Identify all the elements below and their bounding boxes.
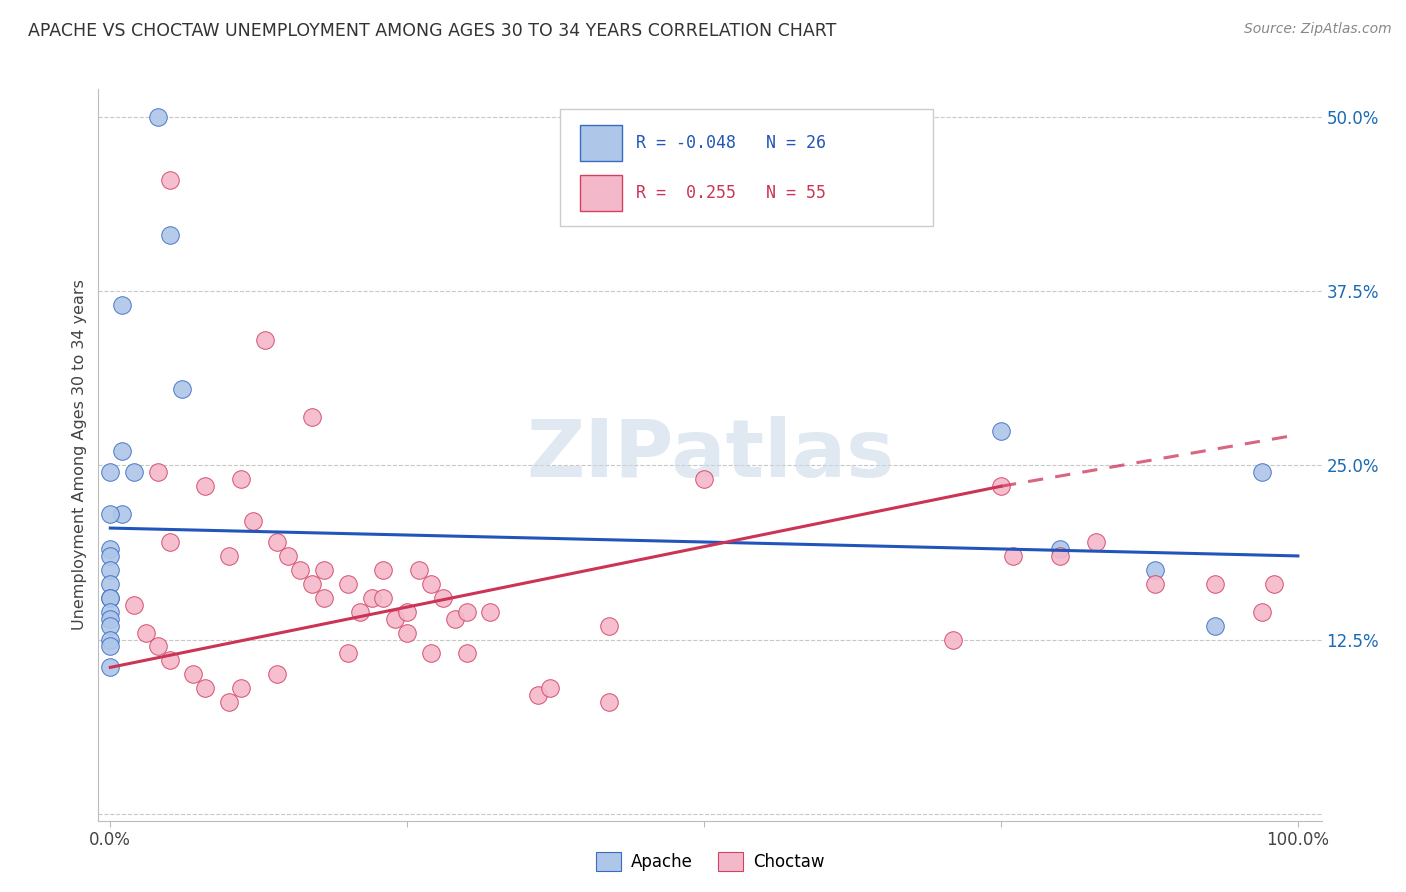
Point <box>693 472 716 486</box>
Text: R =  0.255   N = 55: R = 0.255 N = 55 <box>637 184 827 202</box>
Point <box>98 632 121 647</box>
Point <box>538 681 561 696</box>
Point <box>373 563 395 577</box>
Point <box>98 612 121 626</box>
Point <box>598 695 620 709</box>
Point <box>98 466 121 480</box>
Point <box>290 563 312 577</box>
Point <box>111 298 134 312</box>
Point <box>98 507 121 521</box>
Point <box>159 228 181 243</box>
Point <box>253 333 276 347</box>
Point <box>218 695 240 709</box>
Point <box>98 660 121 674</box>
Point <box>420 576 443 591</box>
Point <box>122 598 145 612</box>
Point <box>396 625 419 640</box>
Point <box>312 591 335 605</box>
Point <box>1049 549 1071 563</box>
Point <box>229 681 252 696</box>
Point <box>942 632 965 647</box>
Point <box>456 605 478 619</box>
Point <box>122 466 145 480</box>
Point <box>420 647 443 661</box>
Point <box>98 563 121 577</box>
Point <box>98 605 121 619</box>
Point <box>159 173 181 187</box>
Point <box>183 667 205 681</box>
Legend: Apache, Choctaw: Apache, Choctaw <box>589 846 831 878</box>
Point <box>146 466 169 480</box>
Point <box>384 612 406 626</box>
Point <box>598 618 620 632</box>
Point <box>146 110 169 124</box>
Point <box>159 535 181 549</box>
Point <box>218 549 240 563</box>
Point <box>443 612 465 626</box>
Point <box>479 605 502 619</box>
Point <box>990 424 1012 438</box>
Point <box>266 535 288 549</box>
Text: R = -0.048   N = 26: R = -0.048 N = 26 <box>637 134 827 152</box>
Point <box>146 640 169 654</box>
Point <box>194 479 217 493</box>
Point <box>349 605 371 619</box>
Y-axis label: Unemployment Among Ages 30 to 34 years: Unemployment Among Ages 30 to 34 years <box>72 279 87 631</box>
Point <box>194 681 217 696</box>
Point <box>159 653 181 667</box>
Point <box>396 605 419 619</box>
Point <box>277 549 299 563</box>
Point <box>229 472 252 486</box>
Point <box>98 576 121 591</box>
Point <box>98 541 121 556</box>
Point <box>98 591 121 605</box>
Point <box>111 507 134 521</box>
Point <box>336 576 359 591</box>
Point <box>1263 576 1285 591</box>
Point <box>301 409 323 424</box>
Text: Source: ZipAtlas.com: Source: ZipAtlas.com <box>1244 22 1392 37</box>
Point <box>1049 541 1071 556</box>
Point <box>135 625 157 640</box>
Point <box>98 549 121 563</box>
Point <box>1204 618 1226 632</box>
Point <box>1144 563 1167 577</box>
Point <box>336 647 359 661</box>
Point <box>432 591 454 605</box>
Point <box>170 382 193 396</box>
Point <box>1085 535 1108 549</box>
Point <box>98 640 121 654</box>
Point <box>1144 576 1167 591</box>
Point <box>527 688 550 702</box>
Point <box>266 667 288 681</box>
Point <box>456 647 478 661</box>
Point <box>98 591 121 605</box>
Point <box>990 479 1012 493</box>
Text: APACHE VS CHOCTAW UNEMPLOYMENT AMONG AGES 30 TO 34 YEARS CORRELATION CHART: APACHE VS CHOCTAW UNEMPLOYMENT AMONG AGE… <box>28 22 837 40</box>
Point <box>373 591 395 605</box>
Point <box>301 576 323 591</box>
Point <box>1001 549 1024 563</box>
Point <box>111 444 134 458</box>
Point <box>312 563 335 577</box>
Point <box>1204 576 1226 591</box>
Point <box>408 563 430 577</box>
Point <box>1251 466 1274 480</box>
Point <box>1251 605 1274 619</box>
Text: ZIPatlas: ZIPatlas <box>526 416 894 494</box>
Point <box>360 591 382 605</box>
Point <box>242 514 264 528</box>
Point <box>98 618 121 632</box>
